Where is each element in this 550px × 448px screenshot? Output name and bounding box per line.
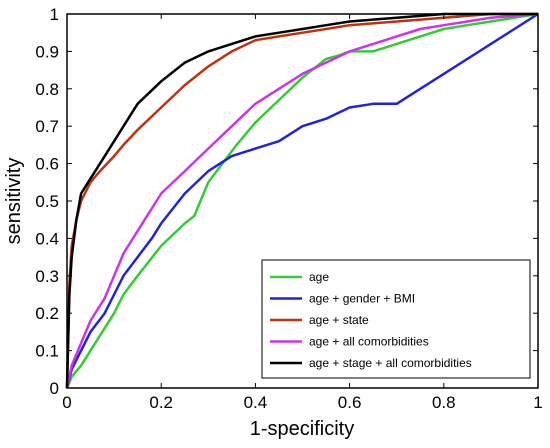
x-tick-label: 1: [533, 393, 542, 412]
x-axis-label: 1-specificity: [250, 418, 354, 440]
y-axis-label: sensitivity: [3, 158, 25, 245]
legend-label: age + stage + all comorbidities: [309, 356, 472, 370]
series-line-1: [65, 12, 539, 389]
y-tick-label: 1: [50, 5, 59, 24]
legend-label: age + state: [309, 313, 369, 327]
series-line-5: [65, 12, 538, 389]
x-tick-label: 0.4: [244, 393, 268, 412]
x-tick-label: 0.8: [432, 393, 456, 412]
series-lines: [65, 12, 539, 389]
y-tick-label: 0.2: [35, 304, 59, 323]
legend-label: age + gender + BMI: [309, 292, 415, 306]
axes: 0 0.2 0.4 0.6 0.8 1 0 0.1 0.2 0.3 0.4 0.5 0.6 0.7 0.8 0…: [35, 5, 542, 412]
legend-label: age: [309, 270, 329, 284]
y-tick-label: 0.1: [35, 342, 59, 361]
y-tick-label: 0.7: [35, 117, 59, 136]
x-tick-label: 0: [62, 393, 71, 412]
y-tick-label: 0.9: [35, 42, 59, 61]
x-tick-label: 0.6: [338, 393, 362, 412]
x-tick-label: 0.2: [149, 393, 173, 412]
y-tick-label: 0.4: [35, 229, 59, 248]
legend: age age + gender + BMI age + state age + al…: [261, 259, 531, 379]
y-tick-label: 0: [50, 379, 59, 398]
y-tick-label: 0.5: [35, 192, 59, 211]
series-line-2: [65, 12, 539, 389]
y-tick-label: 0.8: [35, 80, 59, 99]
y-tick-label: 0.6: [35, 155, 59, 174]
series-line-4: [65, 12, 539, 389]
legend-box: [261, 259, 531, 379]
y-tick-label: 0.3: [35, 267, 59, 286]
legend-label: age + all comorbidities: [309, 335, 429, 349]
